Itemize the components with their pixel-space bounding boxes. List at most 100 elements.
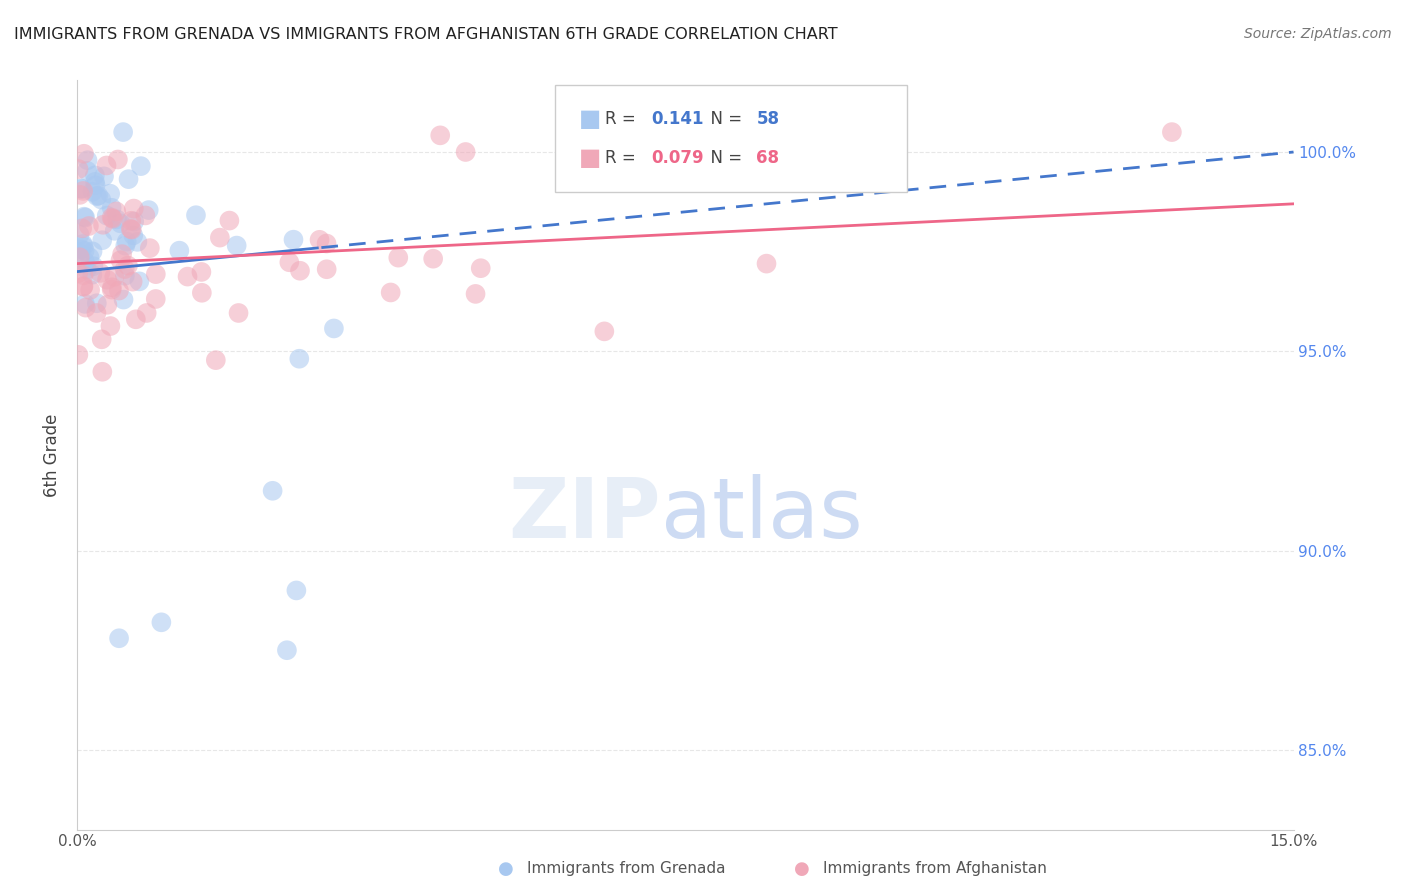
Point bbox=[72, 237, 94, 252]
Point bbox=[127, 235, 149, 249]
Point bbox=[70, 221, 93, 235]
Point bbox=[121, 222, 143, 236]
Point bbox=[225, 238, 247, 252]
Point bbox=[114, 262, 136, 277]
Point bbox=[150, 615, 173, 630]
Text: N =: N = bbox=[700, 149, 748, 167]
Point bbox=[112, 125, 135, 139]
Point bbox=[105, 212, 128, 227]
Point bbox=[72, 268, 94, 283]
Point bbox=[104, 224, 127, 238]
Point bbox=[100, 201, 122, 215]
Point bbox=[122, 228, 145, 243]
Point bbox=[84, 169, 107, 183]
Y-axis label: 6th Grade: 6th Grade bbox=[44, 413, 62, 497]
Point bbox=[276, 643, 298, 657]
Point bbox=[86, 306, 108, 320]
Text: ●: ● bbox=[498, 860, 515, 878]
Point bbox=[422, 252, 444, 266]
Point bbox=[96, 209, 118, 223]
Point bbox=[90, 193, 112, 207]
Point bbox=[191, 285, 214, 300]
Point bbox=[176, 269, 198, 284]
Point bbox=[112, 293, 135, 307]
Point bbox=[67, 245, 90, 260]
Point bbox=[262, 483, 284, 498]
Point bbox=[82, 268, 104, 282]
Point bbox=[110, 253, 132, 268]
Point bbox=[454, 145, 477, 159]
Point bbox=[117, 259, 139, 273]
Point bbox=[75, 301, 97, 315]
Point bbox=[380, 285, 402, 300]
Text: R =: R = bbox=[605, 110, 641, 128]
Point bbox=[115, 235, 138, 249]
Point bbox=[73, 254, 96, 268]
Point bbox=[70, 182, 93, 196]
Point bbox=[228, 306, 250, 320]
Point bbox=[69, 227, 91, 242]
Point bbox=[205, 353, 228, 368]
Point bbox=[67, 266, 90, 280]
Point bbox=[110, 216, 132, 230]
Point bbox=[89, 266, 111, 280]
Point bbox=[76, 153, 98, 168]
Point bbox=[93, 169, 115, 184]
Point bbox=[315, 236, 337, 251]
Point bbox=[72, 279, 94, 293]
Text: R =: R = bbox=[605, 149, 641, 167]
Point bbox=[100, 211, 122, 225]
Point bbox=[84, 175, 107, 189]
Point bbox=[139, 241, 162, 255]
Point bbox=[72, 184, 94, 198]
Point bbox=[593, 324, 616, 338]
Point bbox=[285, 583, 308, 598]
Point bbox=[69, 250, 91, 264]
Point bbox=[129, 159, 152, 173]
Point bbox=[208, 230, 231, 244]
Text: IMMIGRANTS FROM GRENADA VS IMMIGRANTS FROM AFGHANISTAN 6TH GRADE CORRELATION CHA: IMMIGRANTS FROM GRENADA VS IMMIGRANTS FR… bbox=[14, 27, 838, 42]
Point bbox=[69, 187, 91, 202]
Point bbox=[107, 153, 129, 167]
Point bbox=[105, 204, 128, 219]
Text: N =: N = bbox=[700, 110, 748, 128]
Point bbox=[91, 365, 114, 379]
Point bbox=[184, 208, 207, 222]
Point bbox=[108, 284, 131, 298]
Point bbox=[315, 262, 337, 277]
Text: 68: 68 bbox=[756, 149, 779, 167]
Point bbox=[464, 286, 486, 301]
Point bbox=[117, 172, 139, 186]
Point bbox=[122, 202, 145, 216]
Text: ZIP: ZIP bbox=[509, 475, 661, 556]
Point bbox=[73, 210, 96, 224]
Point bbox=[86, 189, 108, 203]
Point bbox=[387, 251, 409, 265]
Point bbox=[90, 332, 112, 346]
Point bbox=[98, 186, 121, 201]
Point bbox=[76, 163, 98, 178]
Point bbox=[100, 319, 122, 334]
Point bbox=[96, 298, 118, 312]
Text: 0.079: 0.079 bbox=[651, 149, 703, 167]
Point bbox=[288, 351, 311, 366]
Point bbox=[96, 158, 118, 172]
Point bbox=[145, 292, 167, 306]
Point bbox=[86, 296, 108, 310]
Point bbox=[91, 218, 114, 232]
Point bbox=[79, 250, 101, 264]
Point bbox=[108, 632, 131, 646]
Point bbox=[134, 209, 156, 223]
Point bbox=[114, 268, 136, 283]
Point bbox=[79, 283, 101, 297]
Text: 0.141: 0.141 bbox=[651, 110, 703, 128]
Point bbox=[120, 214, 142, 228]
Point bbox=[75, 211, 97, 225]
Point bbox=[122, 214, 145, 228]
Point bbox=[72, 279, 94, 293]
Point bbox=[470, 261, 492, 276]
Point bbox=[288, 264, 311, 278]
Point bbox=[100, 283, 122, 297]
Text: ■: ■ bbox=[579, 146, 602, 169]
Point bbox=[91, 233, 114, 247]
